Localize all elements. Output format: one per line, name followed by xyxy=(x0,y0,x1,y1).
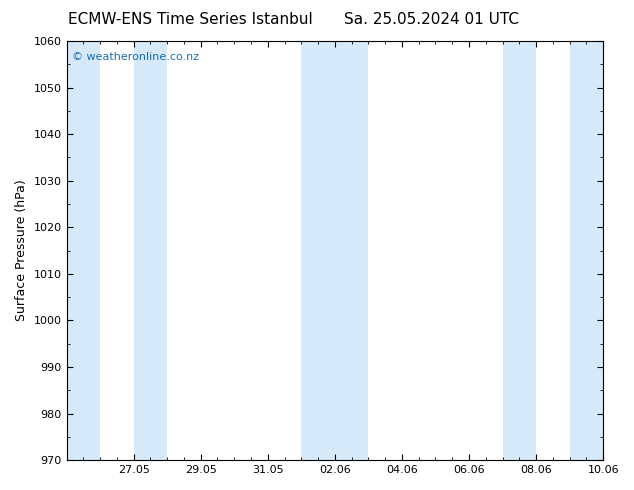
Y-axis label: Surface Pressure (hPa): Surface Pressure (hPa) xyxy=(15,180,28,321)
Bar xyxy=(335,41,368,460)
Text: ECMW-ENS Time Series Istanbul: ECMW-ENS Time Series Istanbul xyxy=(68,12,313,27)
Bar xyxy=(503,41,536,460)
Text: © weatheronline.co.nz: © weatheronline.co.nz xyxy=(72,51,199,62)
Bar xyxy=(134,41,167,460)
Bar xyxy=(569,41,603,460)
Bar xyxy=(301,41,335,460)
Bar xyxy=(67,41,100,460)
Text: Sa. 25.05.2024 01 UTC: Sa. 25.05.2024 01 UTC xyxy=(344,12,519,27)
